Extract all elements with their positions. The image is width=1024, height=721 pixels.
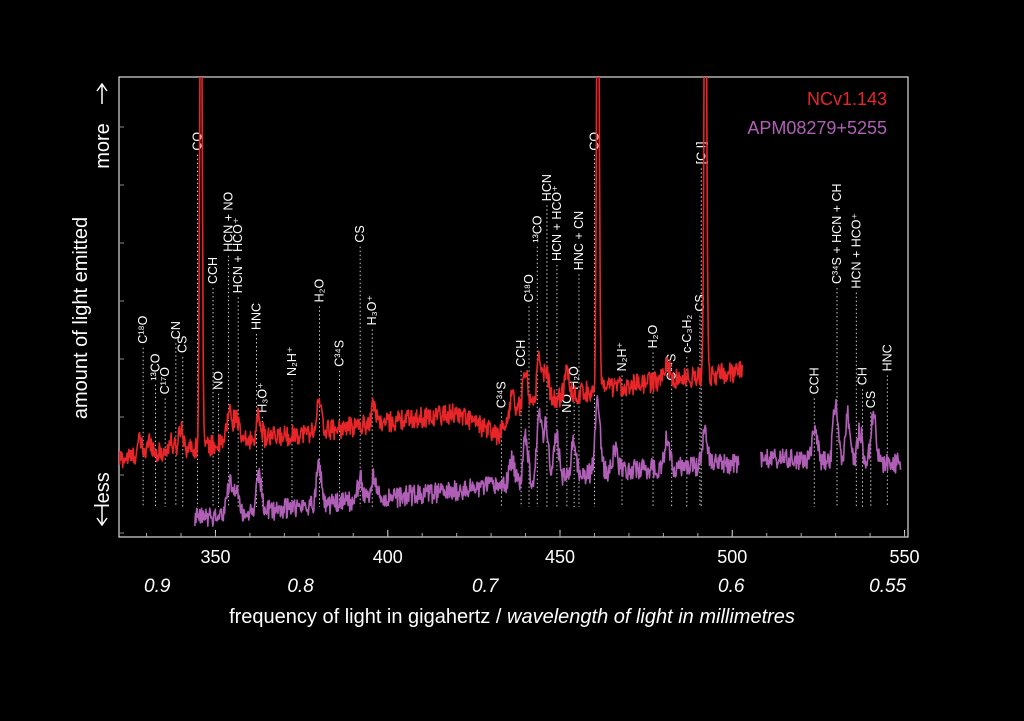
- molecule-label: [C I]: [694, 141, 708, 164]
- wavelength-tick-label: 0.9: [144, 576, 171, 597]
- x-tick-label: 350: [200, 547, 230, 567]
- y-axis-more-label: more: [92, 123, 114, 169]
- wavelength-tick-label: 0.8: [287, 576, 314, 597]
- molecule-label: HCN + HCO⁺: [231, 217, 245, 293]
- molecule-label: N₂H⁺: [615, 342, 629, 372]
- molecule-label: CCH: [206, 257, 220, 284]
- legend-entry: APM08279+5255: [747, 118, 887, 138]
- molecule-label: NO: [212, 371, 226, 390]
- plot-frame: [118, 76, 909, 538]
- molecule-label: C³⁴S + HCN + CH: [830, 183, 844, 284]
- molecule-label: ¹³CO: [149, 353, 163, 380]
- molecule-label: CS: [353, 225, 367, 242]
- molecule-label: C¹⁸O: [136, 315, 150, 343]
- x-tick-label: 550: [890, 547, 920, 567]
- x-axis-title-frequency: frequency of light in gigahertz: [229, 606, 491, 628]
- molecule-label: C³⁴S: [494, 381, 508, 408]
- wavelength-tick-label: 0.6: [718, 576, 745, 597]
- molecule-label: CO: [587, 132, 601, 151]
- x-tick-label: 500: [717, 547, 747, 567]
- wavelength-tick-label: 0.7: [472, 576, 500, 597]
- legend-entry: NCv1.143: [807, 89, 887, 109]
- y-axis-less-label: less: [92, 472, 114, 508]
- molecule-label: CS: [693, 294, 707, 311]
- molecule-label: HCN: [540, 174, 554, 201]
- molecule-label: CH: [856, 367, 870, 385]
- molecule-label: HCN + NO: [222, 191, 236, 251]
- molecule-label: CS: [864, 391, 878, 408]
- wavelength-tick-label: 0.55: [869, 576, 906, 597]
- molecule-label: HNC: [880, 344, 894, 371]
- arrow-down-icon: [96, 505, 108, 527]
- molecule-label: CN: [169, 321, 183, 339]
- molecule-label: c-C₃H₂: [680, 314, 694, 353]
- molecule-label: HNC + CN: [572, 211, 586, 270]
- arrow-up-icon: [96, 82, 108, 104]
- series-line-ncv1-143: [119, 77, 744, 469]
- molecule-label: CO: [191, 132, 205, 151]
- molecule-label: C¹⁷O: [158, 367, 172, 395]
- molecule-label: C³⁴S: [333, 340, 347, 367]
- molecule-label: CCH: [807, 367, 821, 394]
- molecule-label: HCN + HCO⁺: [550, 185, 564, 261]
- molecule-label: C¹⁸O: [522, 274, 536, 302]
- x-axis-title: frequency of light in gigahertz / wavele…: [0, 606, 1024, 629]
- molecule-label: HNC: [249, 303, 263, 330]
- y-axis-title: amount of light emitted: [70, 217, 92, 419]
- molecule-label: H₂O: [313, 279, 327, 303]
- molecule-label: ¹³CO: [530, 215, 544, 242]
- x-axis-title-wavelength: wavelength of light in millimetres: [507, 606, 795, 628]
- molecule-label: H₂O: [567, 366, 581, 390]
- series-line-apm08279: [194, 395, 902, 527]
- molecule-label: H₂O: [646, 325, 660, 349]
- molecule-label: H₃O⁺: [255, 382, 269, 412]
- x-axis-title-separator: /: [490, 606, 508, 628]
- molecule-label: H₃O⁺: [365, 295, 379, 325]
- molecule-label: CS: [176, 336, 190, 353]
- molecule-label: HCN + HCO⁺: [849, 213, 863, 289]
- molecule-label: CCH: [514, 340, 528, 367]
- x-tick-label: 450: [545, 547, 575, 567]
- x-tick-label: 400: [373, 547, 403, 567]
- molecule-label: N₂H⁺: [285, 346, 299, 376]
